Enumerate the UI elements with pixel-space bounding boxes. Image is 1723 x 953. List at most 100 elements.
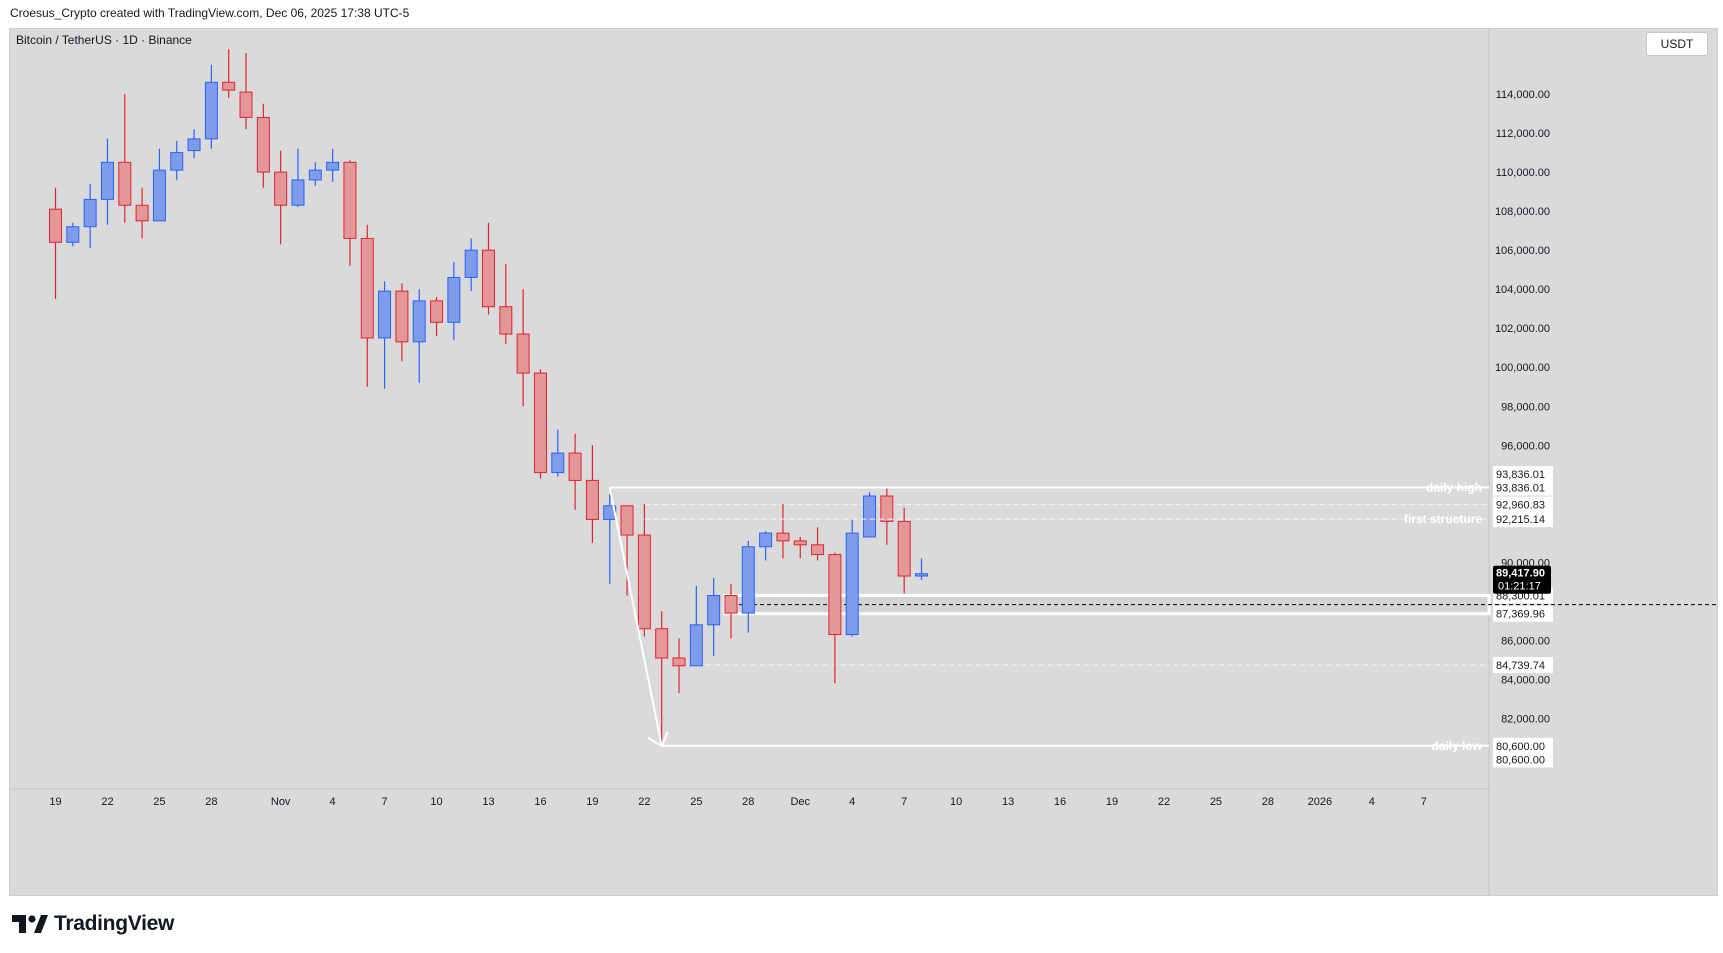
candle-body	[256, 116, 270, 173]
y-tick-label: 110,000.00	[1496, 167, 1550, 179]
candle-body	[516, 333, 530, 374]
y-tick-label: 104,000.00	[1495, 284, 1550, 296]
first-structure-label: first structure	[1404, 512, 1482, 526]
candle	[170, 140, 184, 180]
candle	[66, 222, 80, 247]
candle-body	[274, 171, 288, 206]
x-tick-label: 4	[1369, 796, 1375, 808]
y-tick-label: 82,000.00	[1501, 713, 1550, 725]
candle-body	[412, 300, 426, 343]
trend-arrow-head	[647, 731, 669, 748]
candle-body	[49, 208, 62, 243]
y-tick-label: 106,000.00	[1495, 245, 1550, 257]
chart-panel[interactable]: daily high first structure daily low 114,00…	[9, 28, 1718, 896]
candle	[707, 577, 721, 657]
candle	[464, 238, 478, 292]
candle	[897, 507, 911, 594]
candle-body	[707, 595, 721, 626]
price-label-box	[1493, 605, 1553, 622]
candle-body	[672, 657, 686, 667]
x-tick-label: 4	[330, 796, 336, 808]
candle-body	[378, 290, 392, 339]
x-tick-label: 22	[1158, 796, 1170, 808]
candle	[724, 583, 738, 639]
candle	[551, 429, 565, 477]
candle-body	[637, 534, 651, 630]
candle-body	[880, 495, 894, 522]
x-tick-label: 25	[690, 796, 702, 808]
price-label: 93,836.01	[1496, 483, 1545, 495]
candle-body	[447, 276, 461, 323]
candle-body	[83, 198, 97, 228]
candle	[395, 283, 409, 362]
x-tick-label: 19	[586, 796, 598, 808]
candle-body	[100, 161, 114, 200]
x-tick-label: Nov	[271, 796, 291, 808]
candle-body	[776, 532, 790, 542]
candle	[378, 281, 392, 389]
price-label-box	[1493, 496, 1553, 513]
x-tick-label: 4	[849, 796, 855, 808]
candle	[256, 103, 270, 188]
candle-body	[863, 495, 877, 538]
candle-body	[897, 520, 911, 577]
price-chart[interactable]: daily high first structure daily low 114,00…	[10, 29, 1717, 895]
x-tick-label: 25	[153, 796, 165, 808]
price-label: 92,960.83	[1496, 500, 1545, 512]
candle	[741, 540, 755, 633]
x-tick-label: Dec	[790, 796, 810, 808]
candle	[637, 503, 651, 637]
x-tick-label: 10	[430, 796, 442, 808]
candle-body	[620, 505, 634, 536]
currency-selector[interactable]: USDT	[1646, 32, 1708, 56]
price-label: 80,600.00	[1496, 741, 1545, 753]
candle	[655, 611, 669, 746]
candle-body	[66, 226, 80, 243]
candle	[845, 519, 859, 637]
candle-body	[845, 532, 859, 636]
candle	[412, 289, 426, 383]
candle	[689, 585, 703, 667]
candle-body	[533, 372, 547, 474]
candle	[308, 162, 322, 186]
candle	[100, 138, 114, 225]
y-tick-label: 86,000.00	[1501, 635, 1550, 647]
candle	[239, 53, 253, 130]
attribution-text: Croesus_Crypto created with TradingView.…	[10, 6, 410, 20]
candle-body	[499, 306, 513, 335]
plot-area	[10, 29, 1488, 789]
price-label-box	[1493, 466, 1553, 483]
y-tick-label: 102,000.00	[1495, 323, 1550, 335]
candle	[811, 527, 825, 561]
symbol-title: Bitcoin / TetherUS · 1D · Binance	[16, 33, 192, 47]
candle-body	[187, 138, 201, 152]
price-label-box	[1493, 657, 1553, 674]
candle-body	[204, 81, 218, 140]
tradingview-logo[interactable]: TradingView	[12, 912, 174, 936]
candle	[672, 638, 686, 694]
daily-high-label: daily high	[1426, 481, 1482, 495]
candle-body	[585, 479, 599, 520]
last-price-value: 89,417.90	[1496, 568, 1545, 580]
candle	[516, 289, 530, 407]
x-tick-label: 22	[101, 796, 113, 808]
candle	[447, 261, 461, 340]
candle-body	[326, 161, 340, 171]
candle-body	[655, 628, 669, 659]
candle-body	[343, 161, 357, 239]
bar-countdown: 01:21:17	[1498, 581, 1541, 593]
y-tick-label: 84,000.00	[1501, 674, 1550, 686]
candle-body	[464, 249, 478, 278]
trend-arrow	[608, 487, 663, 747]
candle-body	[828, 554, 842, 636]
candle-body	[395, 290, 409, 343]
price-label: 93,836.01	[1496, 469, 1545, 481]
x-tick-label: 16	[534, 796, 546, 808]
x-tick-label: 25	[1210, 796, 1222, 808]
candle	[274, 150, 288, 245]
candle	[776, 503, 790, 559]
candle	[482, 222, 495, 315]
price-label: 87,369.96	[1496, 609, 1545, 621]
candle-body	[482, 249, 495, 308]
price-label-box	[1493, 479, 1553, 496]
